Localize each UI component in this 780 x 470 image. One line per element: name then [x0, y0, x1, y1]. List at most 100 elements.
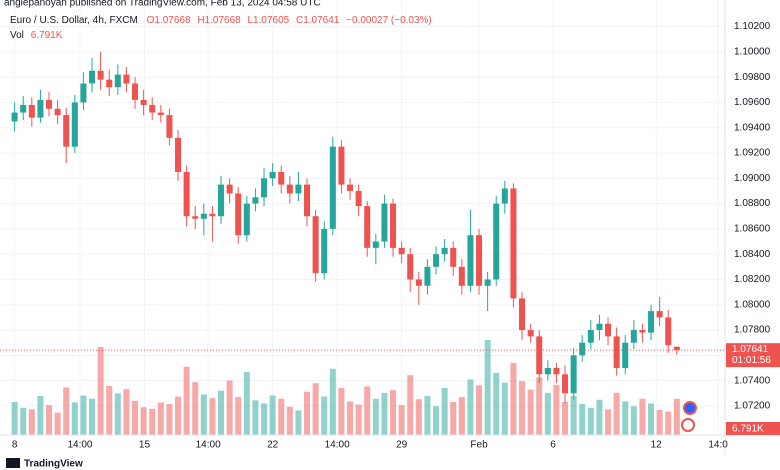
- candle-body: [192, 216, 199, 219]
- volume-bar: [450, 401, 457, 435]
- volume-bar: [458, 397, 465, 435]
- candle-body: [252, 197, 259, 204]
- volume-bar: [192, 382, 199, 435]
- candle-body: [458, 266, 465, 286]
- volume-bar: [372, 398, 379, 435]
- candle-body: [673, 346, 680, 351]
- byline: angiepanoyan published on TradingView.co…: [4, 0, 321, 9]
- volume-bar: [252, 400, 259, 435]
- event-icon[interactable]: [681, 418, 695, 432]
- volume-bar: [587, 407, 594, 435]
- candle-body: [639, 330, 646, 333]
- volume-bar: [613, 392, 620, 435]
- volume-bar: [648, 403, 655, 435]
- x-tick-label: 14:00: [325, 440, 350, 451]
- volume-bar: [398, 405, 405, 435]
- x-tick-label: 29: [396, 440, 408, 451]
- candle-body: [114, 74, 121, 88]
- volume-bar: [544, 392, 551, 435]
- volume-value: 6.791K: [31, 30, 63, 41]
- candle-body: [71, 102, 78, 147]
- volume-bar: [441, 388, 448, 435]
- legend-change: −0.00027 (−0.03%): [346, 15, 432, 26]
- candle-body: [149, 104, 156, 113]
- volume-bar: [175, 396, 182, 435]
- candle-body: [372, 241, 379, 248]
- volume-bar: [218, 390, 225, 435]
- volume-bar: [114, 393, 121, 435]
- volume-bar: [149, 408, 156, 435]
- y-tick-label: 1.09600: [734, 97, 771, 108]
- candle-body: [97, 70, 104, 80]
- volume-bar: [476, 385, 483, 435]
- candle-body: [37, 99, 44, 118]
- event-icon[interactable]: [683, 401, 697, 415]
- volume-bar: [183, 366, 190, 435]
- x-tick-label: 14:00: [67, 440, 92, 451]
- candle-body: [544, 367, 551, 375]
- y-tick-label: 1.08200: [734, 274, 771, 285]
- candle-body: [519, 298, 526, 331]
- volume-tag-label: 6.791K: [732, 424, 764, 435]
- x-tick-label: 22: [267, 440, 279, 451]
- candle-body: [381, 203, 388, 242]
- candle-body: [476, 235, 483, 286]
- candle-body: [622, 342, 629, 368]
- volume-bar: [415, 399, 422, 435]
- candle-body: [364, 206, 371, 248]
- y-tick-label: 1.08000: [734, 299, 771, 310]
- candle-body: [209, 213, 216, 217]
- volume-legend: Vol 6.791K: [10, 30, 63, 41]
- candle-body: [226, 184, 233, 194]
- x-tick-label: Feb: [470, 440, 488, 451]
- volume-bar: [467, 379, 474, 435]
- candle-body: [166, 115, 173, 138]
- candle-body: [579, 342, 586, 356]
- x-tick-label: 15: [139, 440, 151, 451]
- volume-bar: [157, 402, 164, 435]
- candle-body: [132, 83, 139, 100]
- candle-body: [656, 311, 663, 318]
- candle-body: [183, 171, 190, 217]
- candle-body: [605, 323, 612, 337]
- volume-bar: [493, 373, 500, 435]
- y-tick-label: 1.08600: [734, 224, 771, 235]
- candle-body: [278, 171, 285, 185]
- candle-body: [157, 112, 164, 116]
- candle-body: [329, 146, 336, 229]
- legend-close: C1.07641: [296, 15, 340, 26]
- volume-bar: [433, 406, 440, 435]
- x-tick-label: 14:0: [708, 440, 728, 451]
- volume-tag: [726, 422, 780, 435]
- candle-body: [304, 184, 311, 217]
- candle-body: [28, 104, 35, 118]
- volume-bar: [261, 403, 268, 435]
- volume-bar: [355, 404, 362, 435]
- volume-bar: [527, 389, 534, 435]
- volume-bar: [140, 407, 147, 435]
- brand-name: TradingView: [24, 459, 83, 470]
- volume-bar: [46, 405, 53, 435]
- candle-body: [467, 235, 474, 286]
- y-tick-label: 1.09200: [734, 148, 771, 159]
- volume-bar: [562, 401, 569, 435]
- grid: [0, 0, 725, 435]
- candle-body: [441, 247, 448, 255]
- volume-bar: [304, 391, 311, 435]
- volume-bar: [630, 406, 637, 435]
- volume-bar: [519, 381, 526, 435]
- volume-bar: [226, 380, 233, 435]
- candle-body: [390, 203, 397, 248]
- candle-body: [596, 323, 603, 331]
- volume-bar: [97, 346, 104, 435]
- volume-bar: [329, 368, 336, 435]
- volume-bar: [501, 382, 508, 435]
- volume-bar: [200, 394, 207, 435]
- volume-bar: [364, 386, 371, 435]
- volume-bar: [209, 398, 216, 435]
- last-price-label: 1.07641: [732, 344, 769, 355]
- y-tick-label: 1.07800: [734, 325, 771, 336]
